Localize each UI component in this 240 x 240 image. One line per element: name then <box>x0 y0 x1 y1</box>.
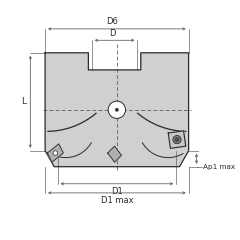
Polygon shape <box>168 131 186 148</box>
Polygon shape <box>47 144 63 162</box>
Polygon shape <box>45 53 189 167</box>
Text: L: L <box>21 97 26 106</box>
Circle shape <box>115 108 119 111</box>
Circle shape <box>175 138 179 142</box>
Text: D1 max: D1 max <box>101 196 133 205</box>
Text: D: D <box>109 29 115 38</box>
Circle shape <box>108 101 126 118</box>
Text: D1: D1 <box>111 187 123 196</box>
Polygon shape <box>108 146 121 162</box>
Circle shape <box>173 136 181 144</box>
Text: Ap1 max: Ap1 max <box>203 164 235 170</box>
Circle shape <box>53 151 58 155</box>
Text: D6: D6 <box>106 17 118 26</box>
